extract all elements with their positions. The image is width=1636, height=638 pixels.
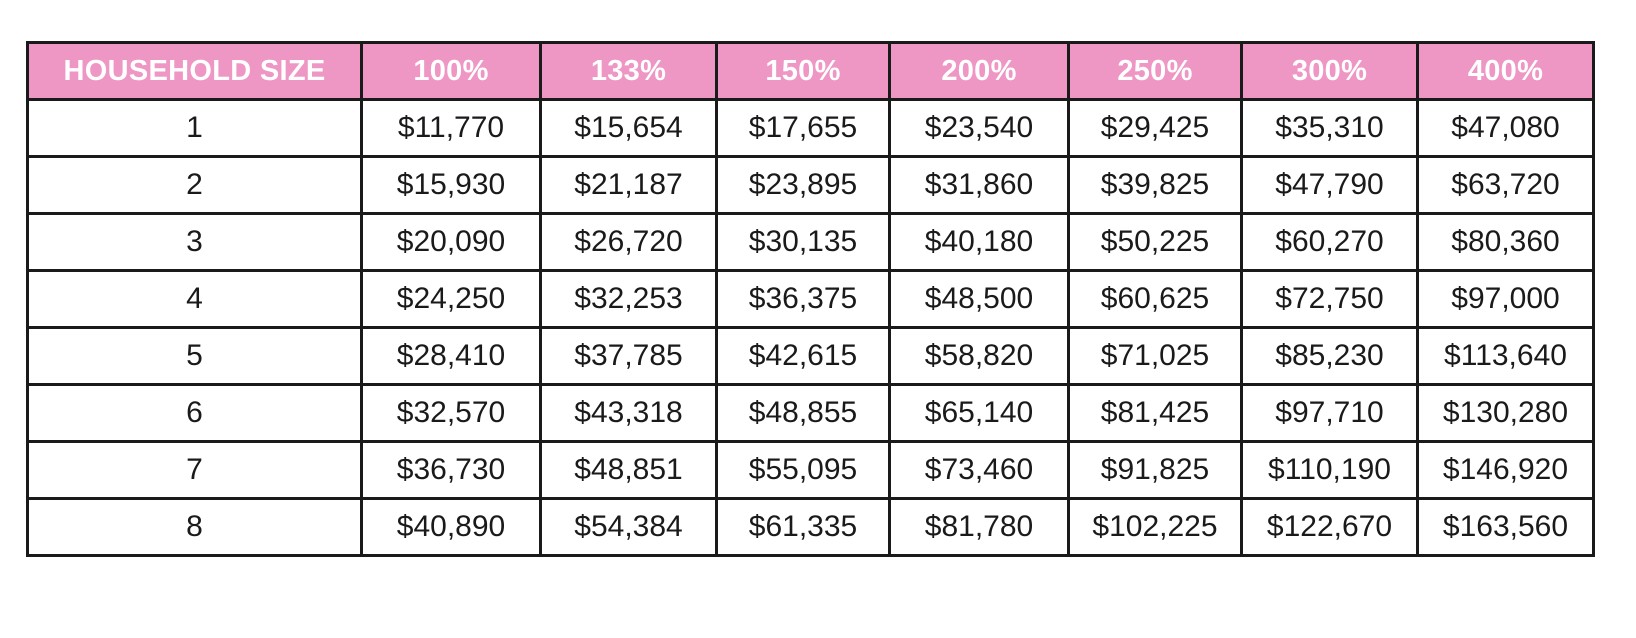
income-cell: $15,654 xyxy=(539,98,718,158)
income-cell: $17,655 xyxy=(715,98,891,158)
income-cell: $31,860 xyxy=(888,155,1070,215)
income-cell: $29,425 xyxy=(1067,98,1243,158)
income-cell: $48,500 xyxy=(888,269,1070,329)
table-row: 4 $24,250 $32,253 $36,375 $48,500 $60,625 $72,… xyxy=(26,269,1595,329)
household-size-cell: 4 xyxy=(26,269,363,329)
income-cell: $97,710 xyxy=(1240,383,1419,443)
household-size-cell: 5 xyxy=(26,326,363,386)
income-cell: $21,187 xyxy=(539,155,718,215)
income-cell: $40,180 xyxy=(888,212,1070,272)
income-cell: $61,335 xyxy=(715,497,891,557)
household-size-cell: 8 xyxy=(26,497,363,557)
income-cell: $97,000 xyxy=(1416,269,1595,329)
income-cell: $47,790 xyxy=(1240,155,1419,215)
header-150-percent: 150% xyxy=(715,41,891,101)
table-row: 8 $40,890 $54,384 $61,335 $81,780 $102,225 $12… xyxy=(26,497,1595,557)
income-cell: $32,253 xyxy=(539,269,718,329)
table-row: 1 $11,770 $15,654 $17,655 $23,540 $29,425 $35,… xyxy=(26,98,1595,158)
income-cell: $11,770 xyxy=(360,98,542,158)
header-household-size: HOUSEHOLD SIZE xyxy=(26,41,363,101)
income-cell: $40,890 xyxy=(360,497,542,557)
income-cell: $35,310 xyxy=(1240,98,1419,158)
income-cell: $50,225 xyxy=(1067,212,1243,272)
income-cell: $28,410 xyxy=(360,326,542,386)
income-cell: $130,280 xyxy=(1416,383,1595,443)
table-body: 1 $11,770 $15,654 $17,655 $23,540 $29,425 $35,… xyxy=(26,98,1595,557)
income-cell: $60,625 xyxy=(1067,269,1243,329)
income-cell: $58,820 xyxy=(888,326,1070,386)
header-400-percent: 400% xyxy=(1416,41,1595,101)
income-cell: $48,855 xyxy=(715,383,891,443)
income-cell: $71,025 xyxy=(1067,326,1243,386)
header-200-percent: 200% xyxy=(888,41,1070,101)
income-cell: $30,135 xyxy=(715,212,891,272)
table-row: 5 $28,410 $37,785 $42,615 $58,820 $71,025 $85,… xyxy=(26,326,1595,386)
income-cell: $81,780 xyxy=(888,497,1070,557)
income-cell: $122,670 xyxy=(1240,497,1419,557)
income-cell: $37,785 xyxy=(539,326,718,386)
income-cell: $81,425 xyxy=(1067,383,1243,443)
table-row: 6 $32,570 $43,318 $48,855 $65,140 $81,425 $97,… xyxy=(26,383,1595,443)
household-size-cell: 7 xyxy=(26,440,363,500)
income-cell: $36,730 xyxy=(360,440,542,500)
income-cell: $91,825 xyxy=(1067,440,1243,500)
income-cell: $102,225 xyxy=(1067,497,1243,557)
income-cell: $20,090 xyxy=(360,212,542,272)
income-cell: $23,895 xyxy=(715,155,891,215)
income-cell: $32,570 xyxy=(360,383,542,443)
income-cell: $23,540 xyxy=(888,98,1070,158)
income-cell: $85,230 xyxy=(1240,326,1419,386)
income-cell: $36,375 xyxy=(715,269,891,329)
header-100-percent: 100% xyxy=(360,41,542,101)
income-cell: $113,640 xyxy=(1416,326,1595,386)
header-250-percent: 250% xyxy=(1067,41,1243,101)
income-cell: $80,360 xyxy=(1416,212,1595,272)
income-cell: $55,095 xyxy=(715,440,891,500)
income-cell: $54,384 xyxy=(539,497,718,557)
income-cell: $65,140 xyxy=(888,383,1070,443)
household-size-cell: 6 xyxy=(26,383,363,443)
income-cell: $43,318 xyxy=(539,383,718,443)
income-cell: $48,851 xyxy=(539,440,718,500)
income-cell: $63,720 xyxy=(1416,155,1595,215)
household-size-cell: 1 xyxy=(26,98,363,158)
income-table-container: HOUSEHOLD SIZE 100% 133% 150% 200% 250% … xyxy=(26,41,1595,557)
table-row: 7 $36,730 $48,851 $55,095 $73,460 $91,825 $110… xyxy=(26,440,1595,500)
header-133-percent: 133% xyxy=(539,41,718,101)
income-cell: $72,750 xyxy=(1240,269,1419,329)
income-cell: $73,460 xyxy=(888,440,1070,500)
income-cell: $146,920 xyxy=(1416,440,1595,500)
income-table: HOUSEHOLD SIZE 100% 133% 150% 200% 250% … xyxy=(26,41,1595,557)
income-cell: $60,270 xyxy=(1240,212,1419,272)
table-header-row: HOUSEHOLD SIZE 100% 133% 150% 200% 250% … xyxy=(26,41,1595,101)
table-row: 3 $20,090 $26,720 $30,135 $40,180 $50,225 $60,… xyxy=(26,212,1595,272)
income-cell: $163,560 xyxy=(1416,497,1595,557)
income-cell: $26,720 xyxy=(539,212,718,272)
income-cell: $42,615 xyxy=(715,326,891,386)
household-size-cell: 3 xyxy=(26,212,363,272)
income-cell: $15,930 xyxy=(360,155,542,215)
header-300-percent: 300% xyxy=(1240,41,1419,101)
income-cell: $110,190 xyxy=(1240,440,1419,500)
income-cell: $47,080 xyxy=(1416,98,1595,158)
income-cell: $24,250 xyxy=(360,269,542,329)
table-row: 2 $15,930 $21,187 $23,895 $31,860 $39,825 $47,… xyxy=(26,155,1595,215)
income-cell: $39,825 xyxy=(1067,155,1243,215)
household-size-cell: 2 xyxy=(26,155,363,215)
